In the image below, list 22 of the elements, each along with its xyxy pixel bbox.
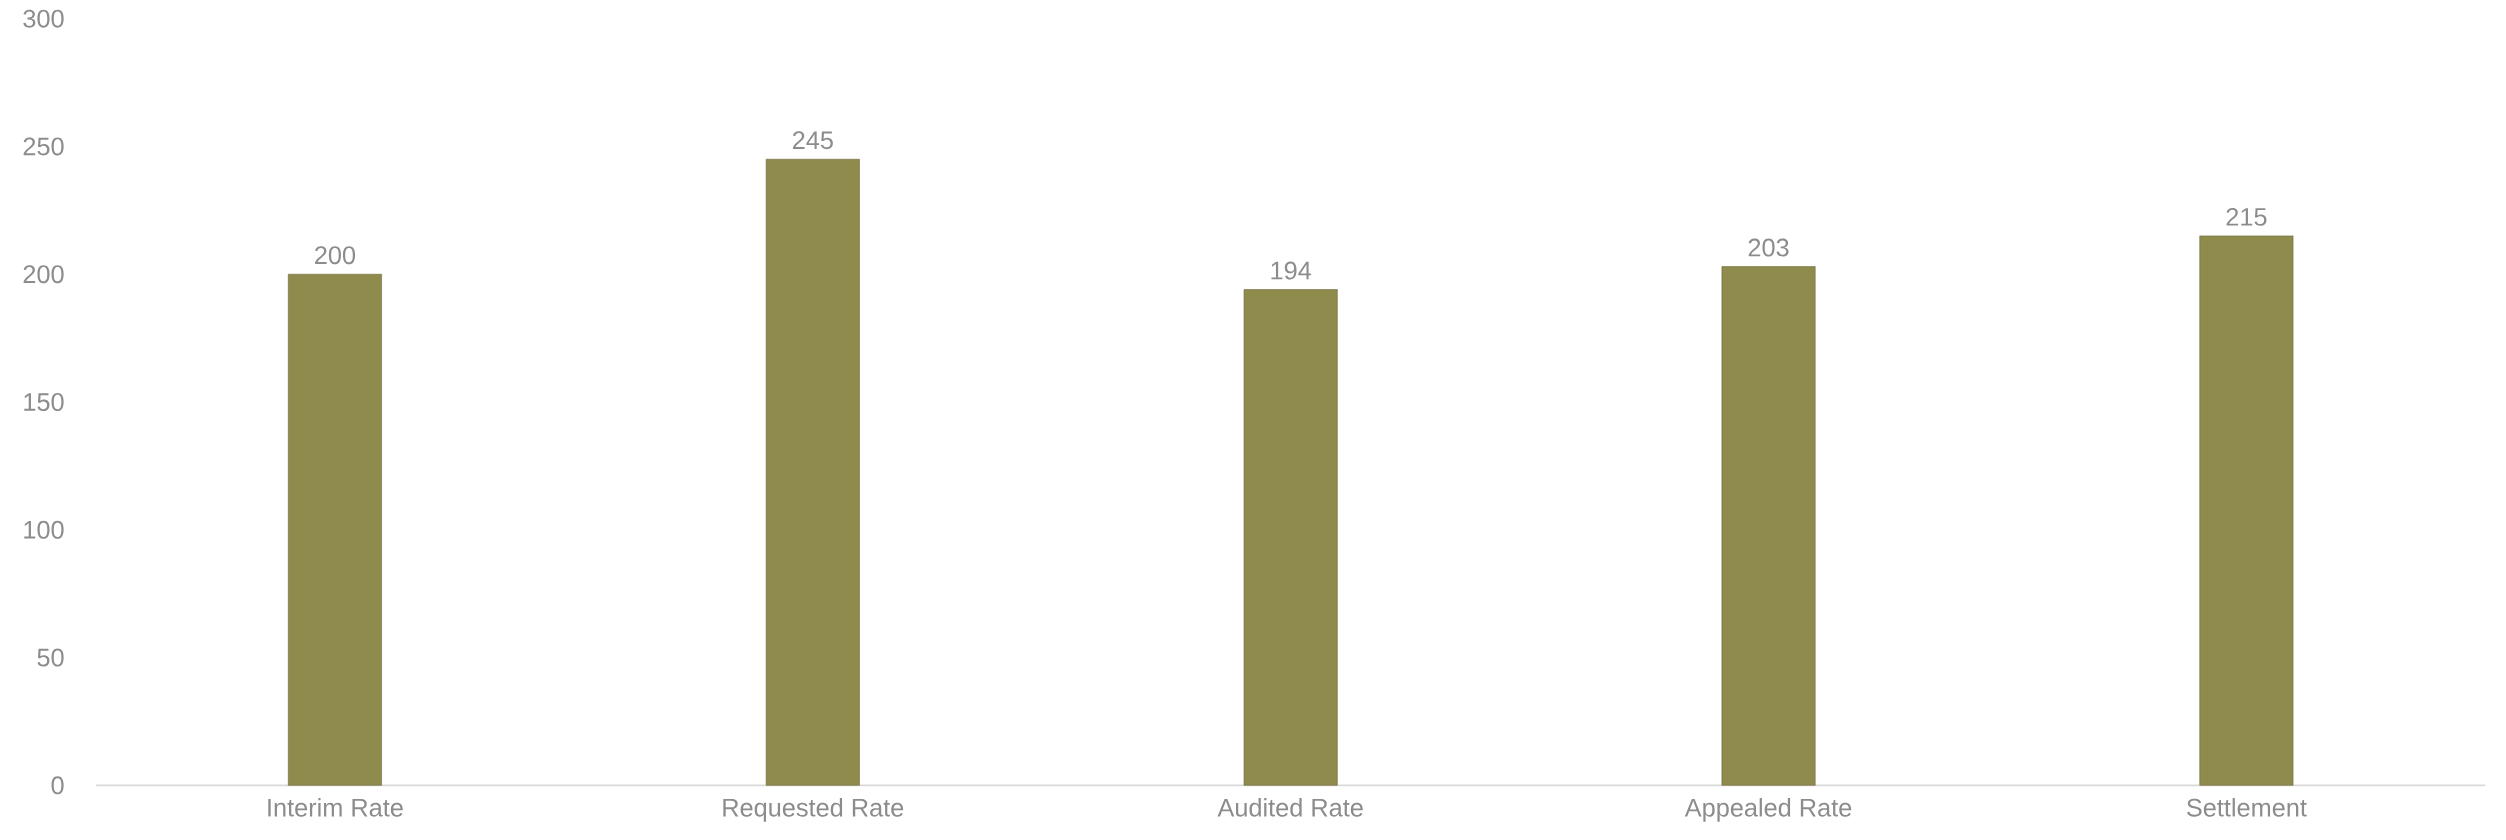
bar [1243,289,1338,786]
x-tick-label: Interim Rate [268,798,403,817]
data-label: 200 [315,246,356,265]
x-tick-label: Settlement [2187,798,2307,817]
data-label: 203 [1748,238,1789,257]
bar [2199,235,2294,786]
y-tick-label: 50 [37,648,64,667]
data-label: 194 [1271,261,1312,280]
data-label: 245 [792,131,833,150]
y-tick-label: 200 [23,265,64,284]
bar [1721,266,1816,786]
x-tick-label: Audited Rate [1217,798,1363,817]
bar [288,273,382,786]
bar [765,158,860,786]
x-tick-label: Appealed Rate [1684,798,1852,822]
x-tick-label: Requested Rate [723,798,904,822]
data-label: 215 [2226,207,2267,226]
y-tick-label: 150 [24,393,64,411]
y-tick-label: 300 [23,9,64,28]
y-tick-label: 250 [23,137,64,156]
y-tick-label: 100 [24,520,64,539]
y-tick-label: 0 [51,776,64,795]
